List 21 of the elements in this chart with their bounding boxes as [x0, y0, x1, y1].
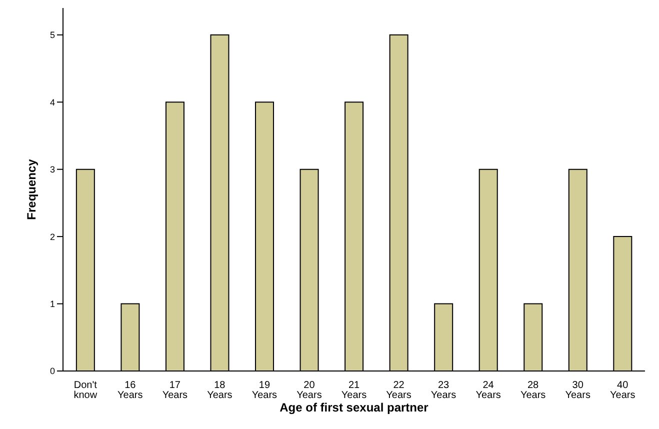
x-tick-label: 16 Years	[118, 380, 143, 401]
x-tick-label: 18 Years	[207, 380, 232, 401]
y-axis-title: Frequency	[24, 158, 38, 220]
x-axis-title: Age of first sexual partner	[280, 400, 429, 415]
x-tick-label: 28 Years	[520, 380, 546, 401]
y-tick-label: 2	[50, 232, 55, 242]
x-tick-label: 40 Years	[610, 380, 636, 401]
x-tick-label: 21 Years	[341, 380, 367, 401]
y-tick-label: 1	[50, 298, 55, 309]
x-tick-label: 17 Years	[162, 380, 188, 401]
y-tick-label: 3	[50, 164, 55, 175]
y-tick-label: 4	[50, 97, 55, 108]
x-tick-label: Don't know	[74, 380, 98, 401]
x-tick-label: 30 Years	[565, 380, 590, 401]
x-tick-label: 23 Years	[430, 380, 456, 401]
x-tick-label: 19 Years	[252, 380, 278, 401]
x-tick-label: 22 Years	[386, 380, 412, 401]
y-tick-label: 5	[50, 30, 55, 40]
y-tick-label: 0	[50, 366, 55, 376]
x-tick-label: 20 Years	[296, 380, 322, 401]
x-tick-label: 24 Years	[476, 380, 501, 401]
